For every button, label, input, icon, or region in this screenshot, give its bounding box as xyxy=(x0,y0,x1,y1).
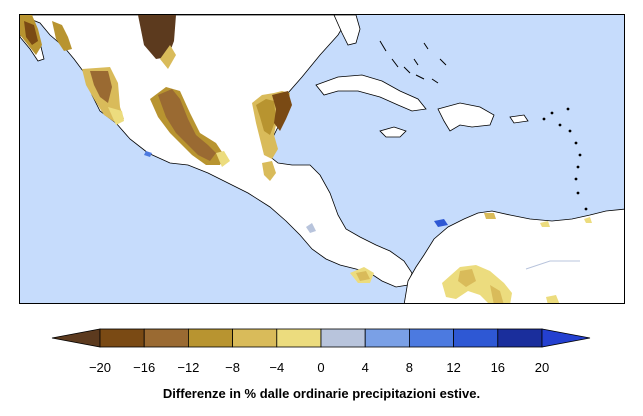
colorbar-tick-label: 20 xyxy=(535,360,549,375)
colorbar: −20 −16 −12 −8 −4 0 4 8 12 16 20 xyxy=(51,328,591,375)
puerto-rico-land xyxy=(509,114,529,124)
colorbar-tick-label: 4 xyxy=(362,360,369,375)
colorbar-bin xyxy=(364,328,410,348)
bahamas-islands xyxy=(379,40,447,84)
cuba-land xyxy=(315,74,427,112)
colorbar-tick-label: −8 xyxy=(225,360,240,375)
colorbar-bin xyxy=(541,328,591,348)
colorbar-tick-label: −16 xyxy=(133,360,155,375)
precipitation-anomaly-patches xyxy=(20,15,592,303)
colorbar-tick-label: −4 xyxy=(269,360,284,375)
colorbar-cells xyxy=(51,328,591,348)
colorbar-tick-label: 16 xyxy=(491,360,505,375)
colorbar-tick-label: 0 xyxy=(317,360,324,375)
colorbar-labels: −20 −16 −12 −8 −4 0 4 8 12 16 20 xyxy=(89,360,549,375)
colorbar-bin xyxy=(143,328,189,348)
colorbar-tick-label: 12 xyxy=(446,360,460,375)
hispaniola-land xyxy=(437,102,495,132)
colorbar-bin xyxy=(276,328,322,348)
colorbar-bin xyxy=(320,328,366,348)
colorbar-tick-label: −12 xyxy=(177,360,199,375)
colorbar-bin xyxy=(187,328,233,348)
colorbar-bin xyxy=(453,328,499,348)
map-svg xyxy=(20,15,624,303)
florida-land xyxy=(333,15,361,46)
colorbar-bin xyxy=(51,328,101,348)
colorbar-tick-label: 8 xyxy=(406,360,413,375)
colorbar-bin xyxy=(99,328,145,348)
jamaica-land xyxy=(379,126,407,138)
colorbar-bin xyxy=(497,328,543,348)
colorbar-tick-label: −20 xyxy=(89,360,111,375)
colorbar-bin xyxy=(408,328,454,348)
map-panel xyxy=(19,14,625,304)
colorbar-bin xyxy=(232,328,278,348)
river-line xyxy=(525,260,580,270)
lesser-antilles-islands xyxy=(542,107,588,211)
map-caption: Differenze in % dalle ordinarie precipit… xyxy=(162,386,481,401)
